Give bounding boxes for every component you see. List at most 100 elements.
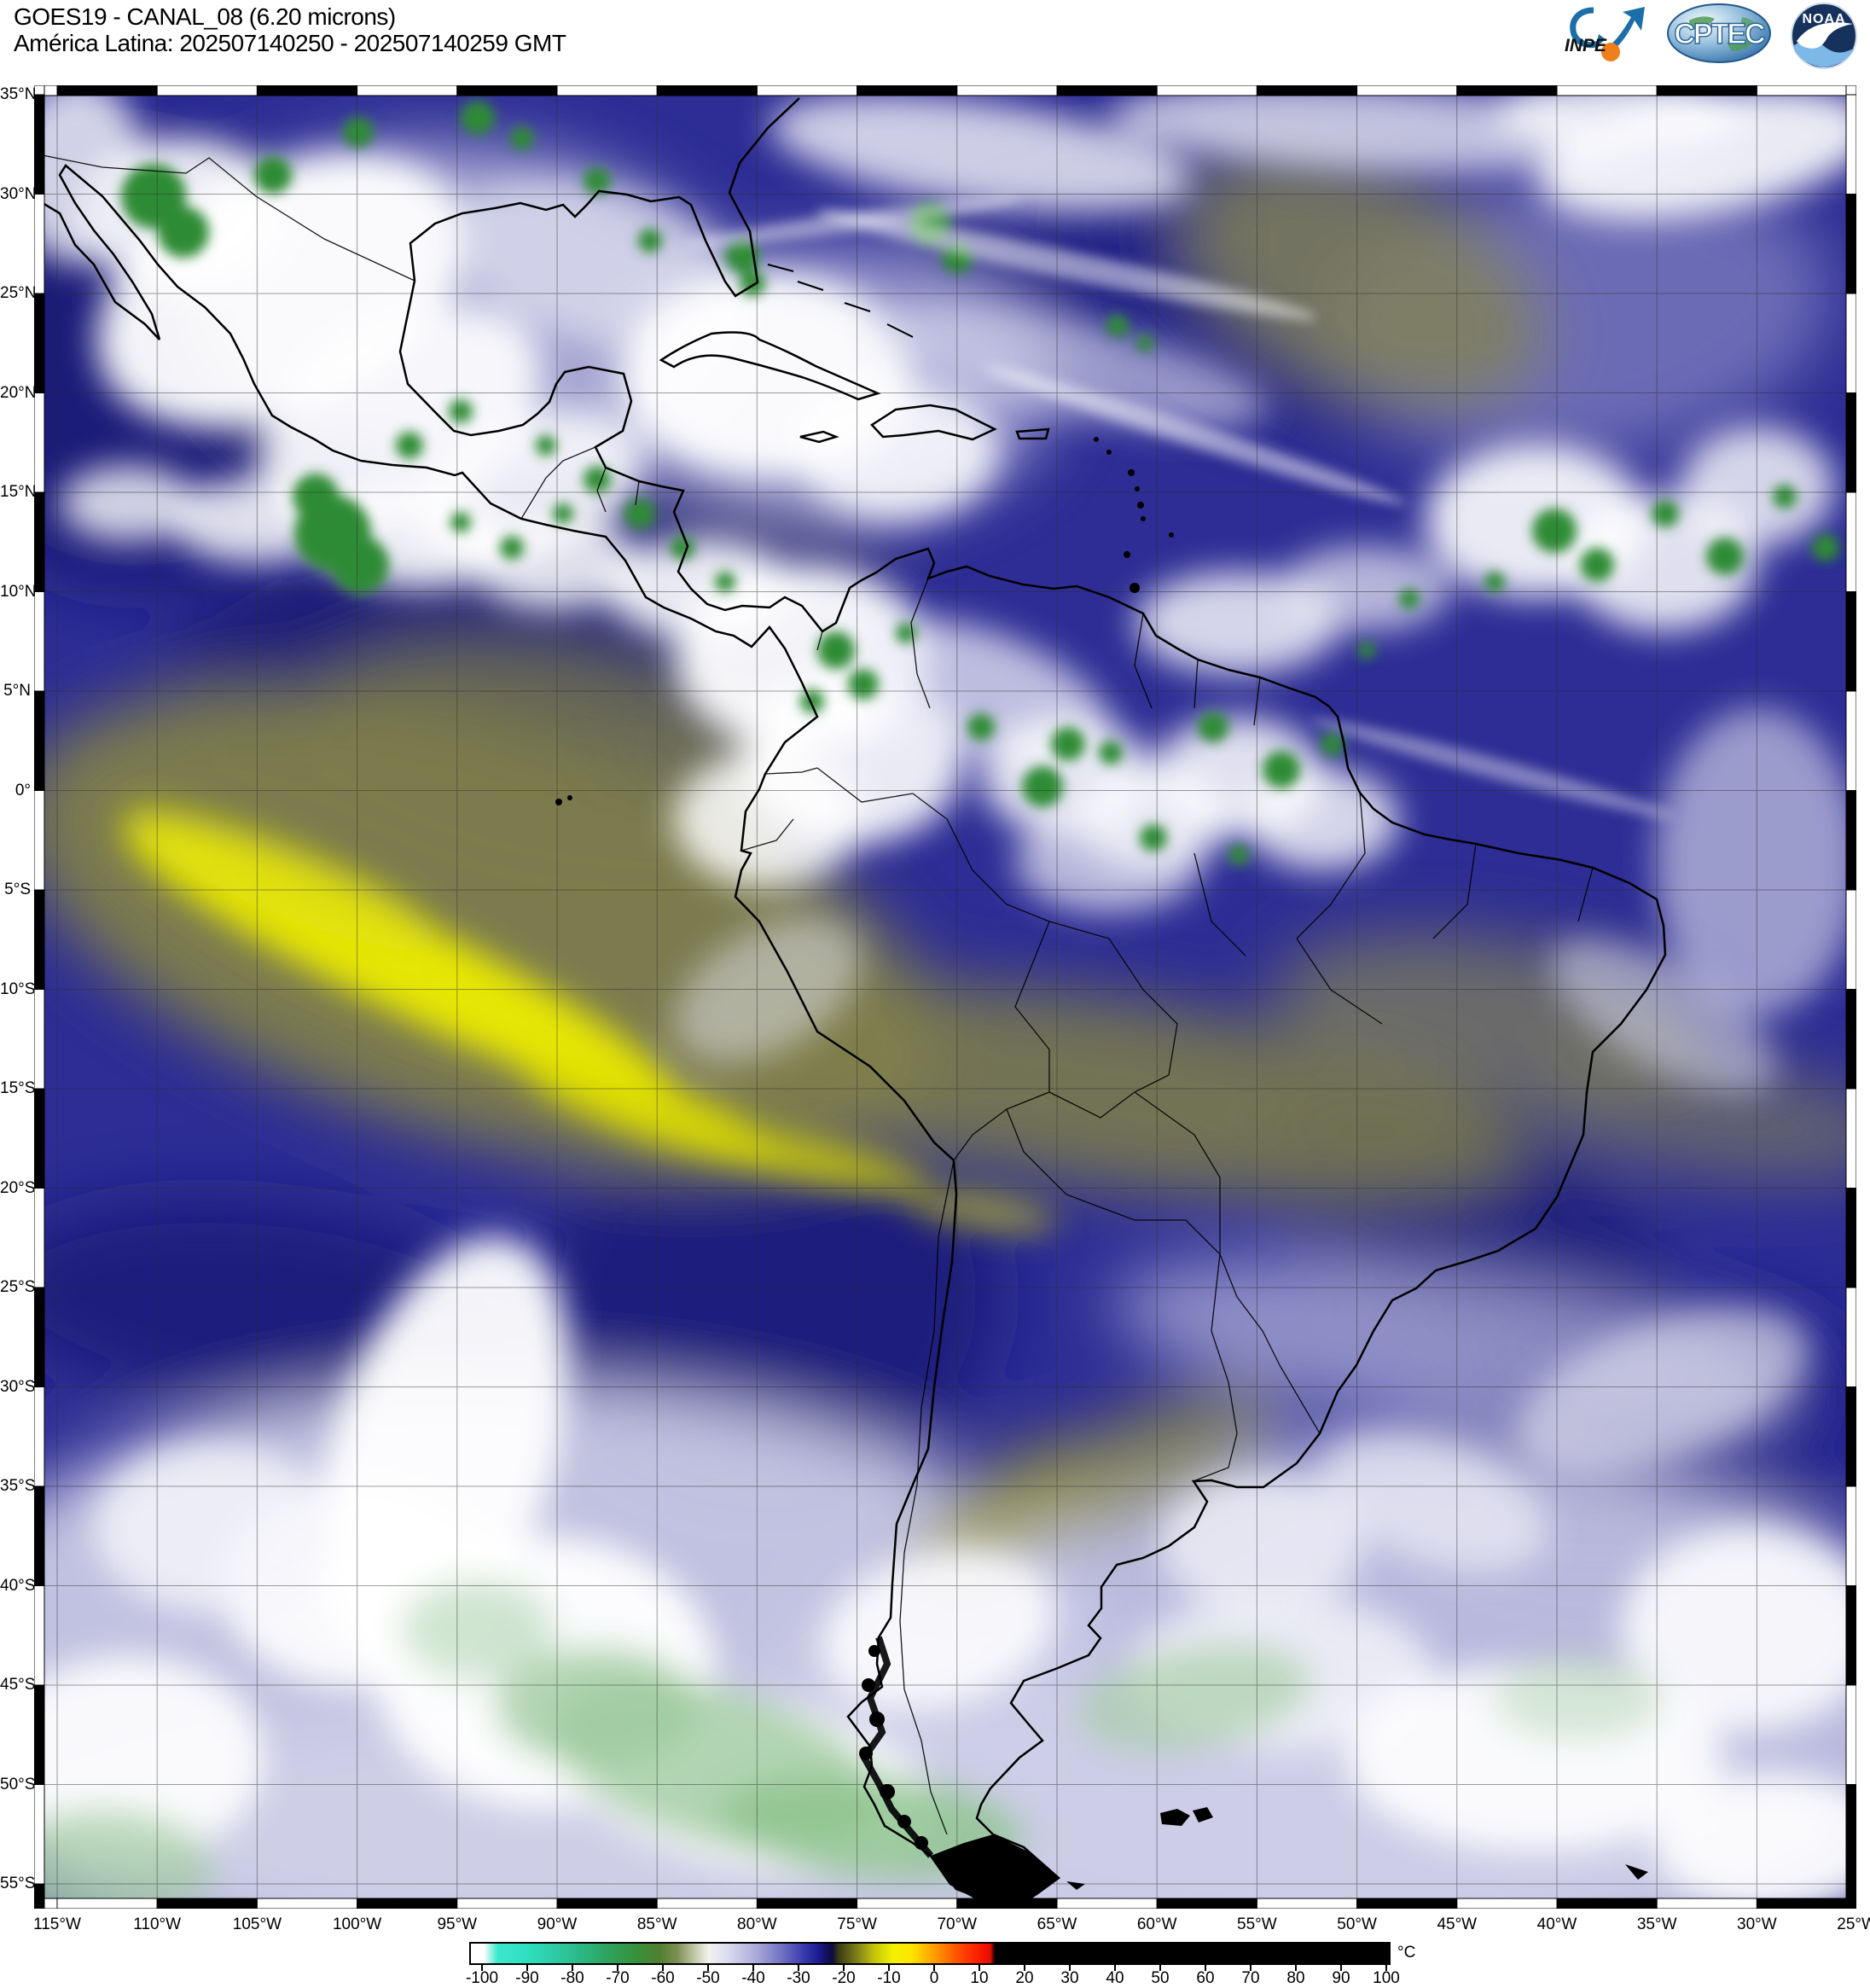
lon-label: 65°W xyxy=(1037,1915,1077,1933)
colorbar-tick-label: -60 xyxy=(651,1969,675,1987)
colorbar-tick-label: 80 xyxy=(1286,1969,1305,1987)
lat-label: 30°N xyxy=(0,184,37,203)
inpe-logo: INPE xyxy=(1565,7,1645,61)
lon-label: 75°W xyxy=(837,1915,877,1933)
colorbar-tick xyxy=(1205,1965,1206,1971)
colorbar-tick-label: -80 xyxy=(560,1969,584,1987)
coastlines xyxy=(34,97,1667,1905)
lat-label: 5°S xyxy=(4,881,31,898)
lat-label: 40°S xyxy=(0,1576,36,1595)
colorbar-tick xyxy=(481,1965,483,1971)
lon-label: 105°W xyxy=(232,1915,282,1933)
title-block: GOES19 - CANAL_08 (6.20 microns) América… xyxy=(14,3,566,56)
colorbar-tick xyxy=(933,1965,935,1971)
logo-row: INPE CPTEC xyxy=(1561,2,1863,70)
political-borders xyxy=(34,153,1594,1886)
colorbar-tick-label: -50 xyxy=(696,1969,720,1987)
lat-label: 10°N xyxy=(0,582,37,601)
lon-label: 45°W xyxy=(1437,1915,1478,1933)
colorbar-tick-label: 20 xyxy=(1015,1969,1034,1987)
temperature-colorbar xyxy=(469,1942,1391,1965)
colorbar-unit: °C xyxy=(1397,1944,1416,1962)
lon-label: 90°W xyxy=(537,1915,578,1933)
lon-label: 40°W xyxy=(1536,1915,1577,1933)
colorbar-tick-label: 50 xyxy=(1151,1969,1170,1987)
colorbar-tick-label: 60 xyxy=(1196,1969,1215,1987)
colorbar-tick-label: -30 xyxy=(787,1969,810,1987)
small-islands xyxy=(555,437,1648,1903)
colorbar-tick xyxy=(798,1965,799,1971)
lon-label: 100°W xyxy=(332,1915,382,1933)
colorbar-tick xyxy=(752,1965,754,1971)
noaa-seagull-icon xyxy=(1791,3,1857,69)
lat-label: 35°S xyxy=(0,1477,36,1495)
colorbar-tick-label: 0 xyxy=(929,1969,939,1987)
colorbar-tick xyxy=(572,1965,573,1971)
satellite-imagery xyxy=(34,85,1856,1909)
lon-label: 55°W xyxy=(1237,1915,1277,1933)
lat-label: 35°N xyxy=(0,85,37,103)
cptec-label: CPTEC xyxy=(1674,18,1765,50)
satellite-map xyxy=(34,85,1856,1909)
colorbar-tick xyxy=(1114,1965,1116,1971)
colorbar-tick xyxy=(1340,1965,1342,1971)
lat-label: 25°S xyxy=(0,1278,36,1296)
lat-label: 50°S xyxy=(0,1775,36,1793)
colorbar-tick xyxy=(707,1965,709,1971)
lat-label: 0° xyxy=(15,781,31,799)
colorbar-tick-label: 70 xyxy=(1241,1969,1260,1987)
lat-label: 15°N xyxy=(0,483,37,501)
graticule xyxy=(34,85,1856,1909)
wv-cloud-layer xyxy=(34,85,1856,1909)
lat-label: 55°S xyxy=(0,1875,36,1892)
lat-label: 10°S xyxy=(0,979,36,998)
colorbar-tick-label: 40 xyxy=(1106,1969,1124,1987)
colorbar-tick-label: -10 xyxy=(877,1969,901,1987)
colorbar-tick xyxy=(843,1965,845,1971)
lon-label: 30°W xyxy=(1737,1915,1777,1933)
lon-label: 95°W xyxy=(437,1915,478,1933)
colorbar-tick xyxy=(1250,1965,1252,1971)
colorbar-tick xyxy=(888,1965,890,1971)
lat-label: 25°N xyxy=(0,284,37,302)
colorbar-tick-label: 90 xyxy=(1332,1969,1350,1987)
lat-label: 15°S xyxy=(0,1079,36,1097)
wv-convective-cores xyxy=(121,101,1839,865)
colorbar-tick-label: 30 xyxy=(1060,1969,1079,1987)
lon-label: 25°W xyxy=(1837,1915,1870,1933)
colorbar-tick-label: -20 xyxy=(832,1969,856,1987)
lon-label: 80°W xyxy=(737,1915,777,1933)
colorbar-tick-label: -40 xyxy=(741,1969,765,1987)
lon-label: 35°W xyxy=(1636,1915,1677,1933)
lat-label: 20°N xyxy=(0,383,37,402)
colorbar-tick-label: -90 xyxy=(515,1969,539,1987)
noaa-label: NOAA xyxy=(1802,12,1845,26)
lat-label: 5°N xyxy=(3,682,31,700)
colorbar-tick-label: 100 xyxy=(1373,1969,1400,1987)
product-title: GOES19 - CANAL_08 (6.20 microns) xyxy=(14,3,396,30)
colorbar-tick xyxy=(1385,1965,1387,1971)
colorbar-tick-label: -70 xyxy=(606,1969,630,1987)
fjord-blobs xyxy=(859,1645,928,1850)
colorbar-tick xyxy=(662,1965,664,1971)
lon-label: 50°W xyxy=(1337,1915,1377,1933)
wv-filaments xyxy=(683,196,1675,818)
cptec-logo: CPTEC xyxy=(1667,3,1771,63)
colorbar-tick xyxy=(617,1965,618,1971)
colorbar-tick xyxy=(526,1965,528,1971)
colorbar-tick xyxy=(1069,1965,1071,1971)
colorbar-tick xyxy=(1159,1965,1161,1971)
colorbar-tick xyxy=(1295,1965,1297,1971)
colorbar-tick-label: -100 xyxy=(465,1969,499,1987)
lat-label: 30°S xyxy=(0,1377,36,1396)
colorbar-tick-label: 10 xyxy=(970,1969,989,1987)
region-timestamp: América Latina: 202507140250 - 202507140… xyxy=(14,30,566,56)
cptec-globe-icon xyxy=(1667,3,1771,63)
lon-label: 85°W xyxy=(636,1915,677,1933)
colorbar-tick xyxy=(1024,1965,1025,1971)
lat-label: 20°S xyxy=(0,1178,36,1197)
map-frame-ruler xyxy=(34,85,1856,1909)
inpe-swoosh-icon xyxy=(1570,7,1645,61)
lon-label: 110°W xyxy=(133,1915,182,1933)
